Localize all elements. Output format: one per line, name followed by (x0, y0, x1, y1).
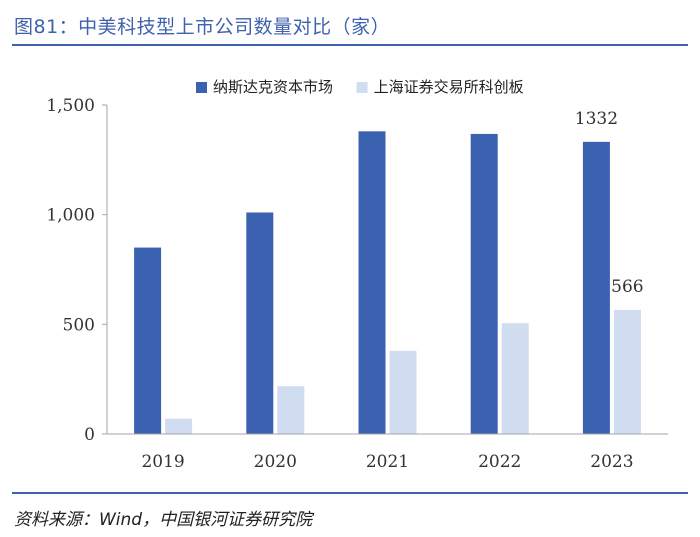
bars (134, 131, 641, 434)
x-tick-label: 2022 (478, 452, 521, 472)
bar-s0-2023 (582, 141, 610, 434)
bar-s0-2020 (246, 212, 274, 434)
bar-s1-2022 (501, 323, 529, 434)
x-tick-label: 2020 (254, 452, 297, 472)
bar-s0-2021 (358, 131, 386, 434)
source-divider (12, 492, 688, 494)
data-label-s0: 1332 (575, 109, 618, 129)
y-tick-label: 1,500 (46, 96, 95, 116)
data-label-s1: 566 (611, 277, 643, 297)
source-note: 资料来源：Wind，中国银河证券研究院 (14, 510, 313, 530)
bar-s1-2020 (277, 386, 305, 434)
bar-s0-2019 (134, 247, 162, 434)
bar-s0-2022 (470, 133, 498, 434)
legend: 纳斯达克资本市场 上海证券交易所科创板 (196, 78, 524, 96)
legend-swatch-1 (356, 82, 368, 93)
data-labels: 1332 566 (575, 109, 644, 297)
figure-title: 图81：中美科技型上市公司数量对比（家） (14, 16, 391, 38)
x-tick-label: 2021 (366, 452, 409, 472)
bar-s1-2019 (165, 418, 193, 434)
title-divider (12, 44, 688, 46)
x-tick-label: 2019 (141, 452, 184, 472)
legend-label-1: 上海证券交易所科创板 (374, 78, 524, 96)
legend-swatch-0 (196, 82, 207, 93)
x-tick-label: 2023 (590, 452, 633, 472)
legend-label-0: 纳斯达克资本市场 (213, 78, 333, 96)
y-tick-label: 0 (84, 425, 95, 445)
y-tick-label: 500 (63, 315, 95, 335)
y-axis: 0 500 1,000 1,500 (46, 96, 108, 445)
y-tick-label: 1,000 (46, 206, 95, 226)
bar-s1-2021 (389, 350, 417, 434)
x-axis: 2019 2020 2021 2022 2023 (107, 433, 668, 472)
bar-s1-2023 (613, 309, 641, 434)
